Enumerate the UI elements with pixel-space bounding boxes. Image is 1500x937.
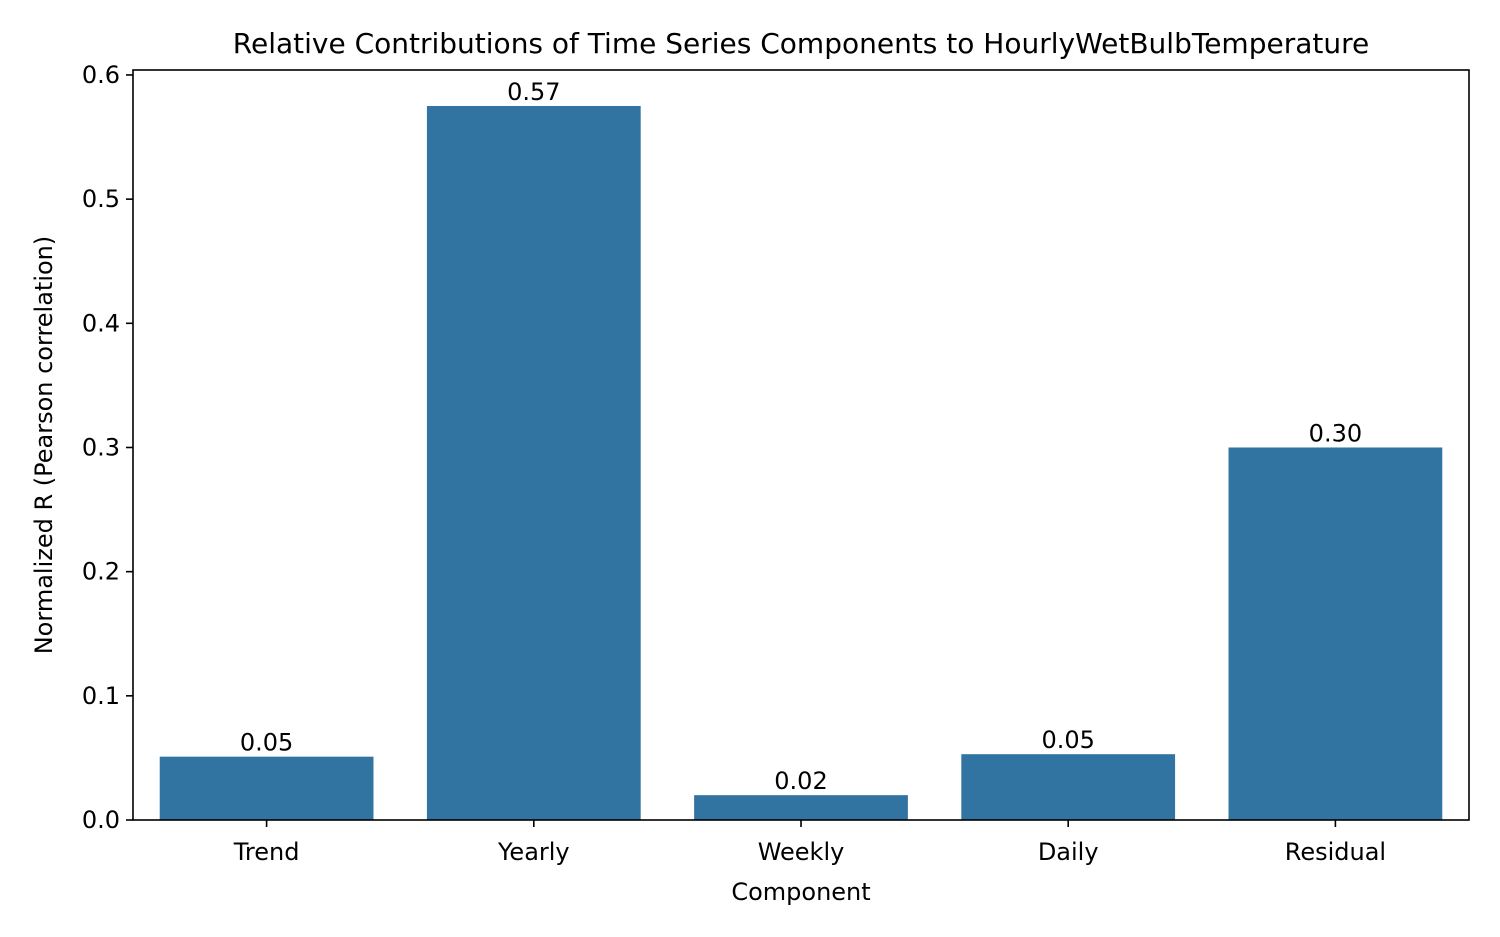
bar-residual — [1228, 447, 1443, 820]
y-tick-label: 0.1 — [82, 682, 120, 710]
x-tick-label: Daily — [1038, 838, 1099, 866]
x-axis-label: Component — [731, 878, 870, 906]
plot-frame — [132, 69, 1470, 821]
data-label: 0.30 — [1309, 419, 1362, 447]
x-tick-label: Yearly — [497, 838, 570, 866]
x-axis: Trend Yearly Weekly Daily Residual — [233, 820, 1386, 866]
y-tick-label: 0.3 — [82, 433, 120, 461]
y-tick-label: 0.4 — [82, 309, 120, 337]
y-tick-label: 0.0 — [82, 806, 120, 834]
bar-weekly — [694, 795, 908, 820]
chart-title: Relative Contributions of Time Series Co… — [233, 27, 1369, 60]
bar-trend — [159, 756, 374, 820]
y-tick-label: 0.2 — [82, 558, 120, 586]
bar-series — [159, 106, 1443, 820]
y-tick-label: 0.5 — [82, 185, 120, 213]
x-tick-label: Weekly — [758, 838, 845, 866]
y-axis: 0.0 0.1 0.2 0.3 0.4 0.5 0.6 — [82, 61, 133, 834]
y-axis-label: Normalized R (Pearson correlation) — [30, 236, 58, 655]
x-tick-label: Trend — [233, 838, 300, 866]
x-tick-label: Residual — [1285, 838, 1386, 866]
data-label: 0.02 — [774, 767, 827, 795]
data-label: 0.05 — [240, 729, 293, 757]
bar-yearly — [426, 106, 641, 820]
data-label: 0.05 — [1041, 726, 1094, 754]
bar-daily — [961, 754, 1176, 820]
data-labels: 0.05 0.57 0.02 0.05 0.30 — [240, 78, 1362, 795]
y-tick-label: 0.6 — [82, 61, 120, 89]
data-label: 0.57 — [507, 78, 560, 106]
